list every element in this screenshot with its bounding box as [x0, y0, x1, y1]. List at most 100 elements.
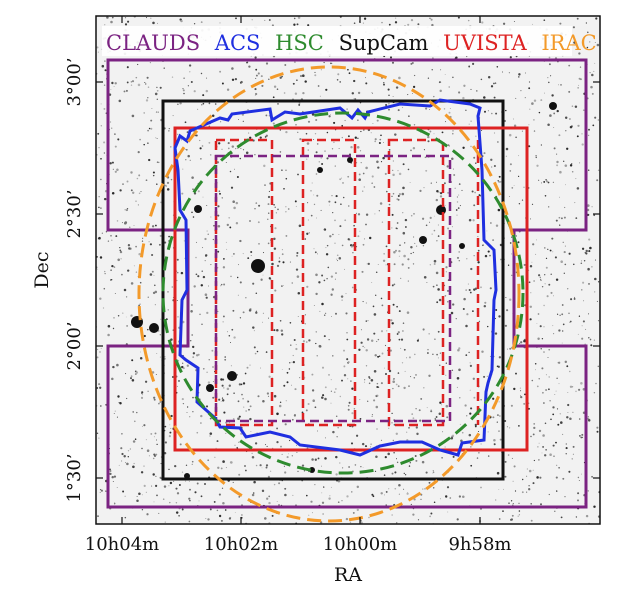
star — [315, 151, 318, 154]
star — [531, 203, 534, 205]
star — [299, 377, 301, 379]
star — [265, 134, 268, 137]
star — [179, 443, 182, 446]
star — [465, 354, 468, 356]
star — [535, 253, 537, 255]
star — [423, 186, 425, 189]
star — [555, 390, 557, 392]
star — [205, 89, 209, 93]
star — [548, 81, 550, 84]
star — [536, 322, 538, 324]
star — [564, 184, 566, 186]
star — [433, 133, 435, 135]
star — [432, 353, 434, 355]
star — [397, 385, 400, 388]
star — [550, 418, 552, 421]
star — [118, 99, 122, 103]
star — [341, 136, 343, 139]
star — [200, 414, 203, 418]
star — [148, 455, 150, 457]
star — [567, 403, 570, 407]
star — [296, 251, 299, 255]
star — [413, 377, 416, 379]
star — [188, 480, 190, 482]
star — [235, 201, 239, 205]
star — [109, 162, 112, 165]
star — [235, 17, 237, 20]
star — [235, 148, 237, 150]
star — [480, 399, 482, 401]
star — [481, 21, 484, 24]
star — [353, 224, 355, 227]
star — [119, 401, 122, 405]
star — [391, 284, 394, 287]
star — [283, 187, 285, 190]
star — [380, 297, 383, 300]
star — [232, 200, 235, 203]
star — [170, 414, 173, 418]
star — [514, 490, 517, 492]
xtick-label: 9h58m — [448, 534, 511, 555]
star — [504, 460, 507, 463]
star — [200, 422, 202, 424]
legend-clauds: CLAUDS — [106, 31, 200, 55]
star — [155, 291, 157, 293]
star — [529, 305, 532, 308]
star — [223, 283, 226, 286]
star — [517, 241, 520, 244]
star — [338, 234, 340, 235]
star — [116, 220, 119, 222]
star — [306, 232, 309, 235]
star — [548, 376, 550, 378]
star — [267, 212, 270, 214]
star — [249, 364, 251, 366]
star — [552, 295, 555, 297]
star — [143, 465, 145, 467]
star — [452, 455, 455, 458]
star — [480, 486, 482, 489]
star — [241, 514, 243, 516]
star — [462, 307, 465, 311]
star — [571, 163, 573, 165]
star — [344, 268, 345, 270]
star — [576, 499, 580, 502]
star — [237, 119, 239, 121]
star — [262, 274, 264, 276]
star — [180, 271, 184, 275]
star — [384, 172, 387, 175]
star — [489, 355, 491, 357]
star — [419, 419, 422, 422]
star — [544, 274, 546, 276]
star — [296, 23, 299, 26]
star — [475, 162, 477, 164]
star — [424, 488, 426, 490]
star — [398, 310, 401, 313]
star — [205, 255, 207, 257]
star — [164, 521, 166, 523]
star — [447, 300, 449, 303]
star — [558, 329, 561, 332]
star — [474, 191, 476, 194]
star — [155, 453, 158, 456]
star — [104, 60, 106, 62]
star — [544, 247, 546, 249]
star — [402, 231, 406, 235]
star — [557, 423, 560, 426]
star — [188, 520, 191, 523]
star — [396, 222, 399, 224]
star — [141, 425, 143, 427]
star — [294, 388, 297, 391]
star — [579, 435, 581, 437]
star — [375, 455, 378, 459]
star — [314, 484, 316, 486]
star — [365, 223, 367, 226]
star — [430, 512, 433, 515]
star — [410, 503, 412, 505]
star — [316, 217, 317, 219]
star — [468, 65, 471, 68]
star — [324, 457, 327, 460]
star — [285, 130, 288, 134]
star — [456, 256, 460, 259]
star — [159, 401, 161, 403]
star — [119, 249, 122, 252]
